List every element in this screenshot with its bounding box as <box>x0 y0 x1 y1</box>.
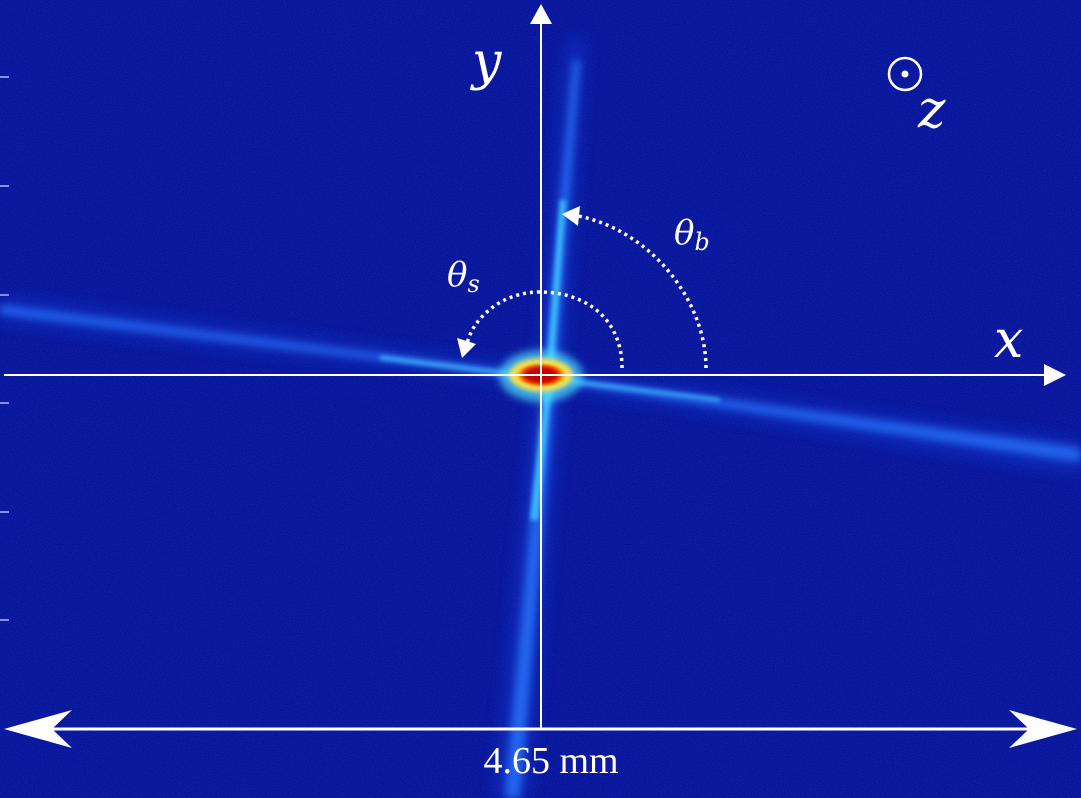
theta-s-label: θs <box>447 258 480 297</box>
scale-bar-label: 4.65 mm <box>451 742 651 780</box>
x-axis-label: x <box>994 314 1023 366</box>
z-axis-label: z <box>918 84 945 136</box>
theta-b-label: θb <box>674 216 710 255</box>
y-axis-label: y <box>472 36 501 88</box>
